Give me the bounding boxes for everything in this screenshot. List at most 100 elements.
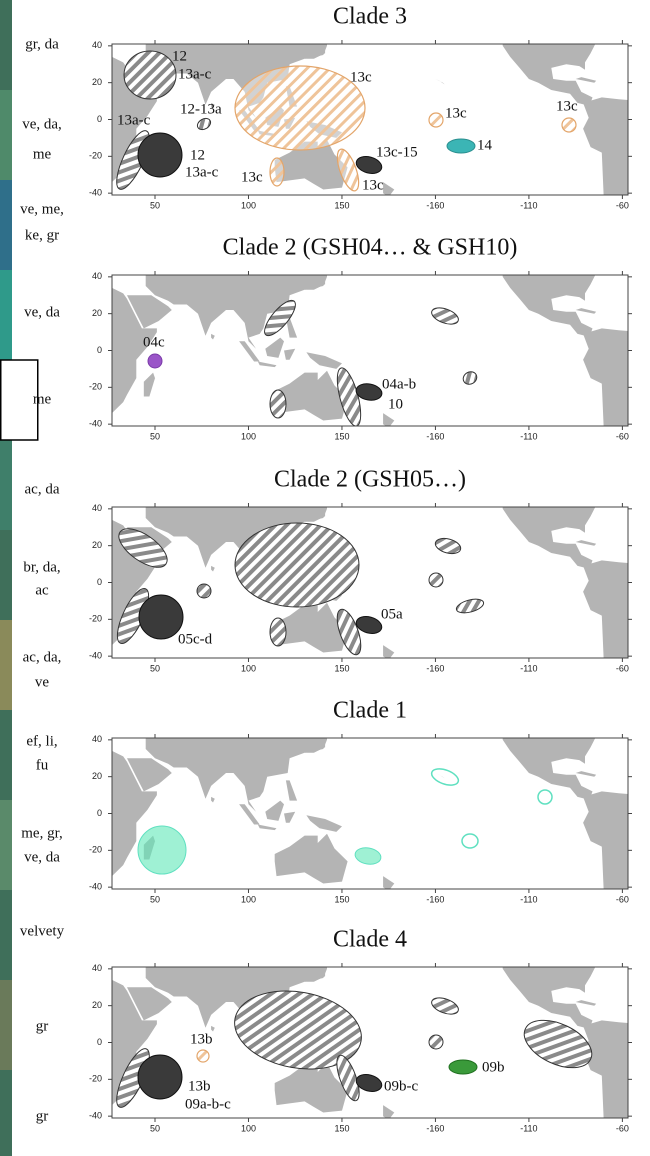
map-panel: Clade 2 (GSH04… & GSH10)50100150-160-110… — [89, 235, 641, 442]
x-tick-label: -160 — [426, 1123, 444, 1133]
panel-title: Clade 2 (GSH05…) — [274, 467, 466, 493]
y-tick-label: -40 — [89, 651, 102, 661]
clade-label: 13c — [241, 169, 263, 185]
y-tick-label: -40 — [89, 188, 102, 198]
y-tick-label: 40 — [92, 271, 102, 281]
side-label: ve — [35, 674, 50, 690]
range-ellipse — [270, 390, 286, 418]
y-tick-label: 0 — [97, 577, 102, 587]
x-tick-label: -110 — [520, 663, 537, 673]
side-label: ac — [35, 582, 49, 598]
clade-label: 10 — [388, 396, 403, 412]
thumbnail-strip — [0, 0, 38, 1156]
clade-label: 13b — [190, 1031, 213, 1047]
clade-label: 13c — [445, 105, 467, 121]
range-ellipse — [139, 595, 183, 639]
y-tick-label: 0 — [97, 808, 102, 818]
x-tick-label: -160 — [426, 663, 444, 673]
x-tick-label: 100 — [241, 663, 256, 673]
clade-label: 13b — [188, 1078, 211, 1094]
clade-label: 13c — [350, 69, 372, 85]
y-tick-label: 20 — [92, 308, 102, 318]
side-label: velvety — [20, 923, 65, 939]
range-ellipse — [447, 139, 475, 153]
x-tick-label: -60 — [616, 431, 629, 441]
y-tick-label: 0 — [97, 1037, 102, 1047]
side-label: ac, da — [25, 481, 60, 497]
land — [333, 426, 339, 430]
range-ellipse — [429, 573, 443, 587]
side-label: ac, da, — [23, 649, 62, 665]
clade-label: 13a-c — [117, 112, 151, 128]
range-ellipse — [138, 826, 186, 874]
y-tick-label: 0 — [97, 114, 102, 124]
range-ellipse — [462, 834, 478, 848]
y-tick-label: 0 — [97, 345, 102, 355]
range-ellipse — [197, 584, 211, 598]
side-label: ke, gr — [25, 227, 59, 243]
x-tick-label: 150 — [334, 431, 349, 441]
clade-label: 05c-d — [178, 631, 213, 647]
clade-label: 13c — [556, 98, 578, 114]
x-tick-label: -60 — [616, 663, 629, 673]
map-panel: Clade 2 (GSH05…) 50 100 150 -160 -110 -60 40 20 0… — [89, 467, 641, 674]
side-label: fu — [36, 757, 49, 773]
y-tick-label: -20 — [89, 614, 102, 624]
panel-title: Clade 1 — [333, 698, 407, 724]
panel-title: Clade 2 (GSH04… & GSH10) — [223, 235, 518, 261]
clade-label: 12 — [172, 48, 187, 64]
land — [333, 889, 339, 893]
map-area — [99, 965, 641, 1121]
y-tick-label: 40 — [92, 40, 102, 50]
clade-label: 09a-b-c — [185, 1096, 231, 1112]
x-tick-label: -60 — [616, 200, 629, 210]
y-tick-label: -40 — [89, 419, 102, 429]
x-tick-label: 100 — [241, 431, 256, 441]
figure: Clade 350100150-160-110-6040200-20-40121… — [0, 0, 650, 1156]
x-tick-label: 100 — [241, 200, 256, 210]
map-area — [99, 273, 641, 430]
x-tick-label: 150 — [334, 894, 349, 904]
side-label: me, gr, — [21, 825, 62, 841]
x-tick-label: 150 — [334, 663, 349, 673]
clade-label: 05a — [381, 606, 403, 622]
x-tick-label: 50 — [150, 894, 160, 904]
range-ellipse — [538, 790, 552, 804]
clade-label: 12 — [190, 147, 205, 163]
range-ellipse — [235, 523, 359, 607]
clade-label: 09b-c — [384, 1078, 418, 1094]
x-tick-label: 150 — [334, 1123, 349, 1133]
side-label: gr — [36, 1018, 49, 1034]
y-tick-label: -20 — [89, 845, 102, 855]
clade-label: 13c — [362, 177, 384, 193]
side-label: ve, da — [24, 304, 60, 320]
x-tick-label: 100 — [241, 1123, 256, 1133]
x-tick-label: -160 — [426, 894, 444, 904]
x-tick-label: 100 — [241, 894, 256, 904]
side-label: gr — [36, 1108, 49, 1124]
range-ellipse — [138, 1055, 182, 1099]
range-ellipse — [429, 113, 443, 127]
map-panel: Clade 350100150-160-110-6040200-20-40121… — [89, 4, 641, 211]
range-ellipse — [197, 1050, 209, 1062]
clade-label: 04a-b — [382, 376, 416, 392]
land — [333, 195, 339, 199]
y-tick-label: 20 — [92, 540, 102, 550]
side-label: ve, da — [24, 849, 60, 865]
y-tick-label: 20 — [92, 77, 102, 87]
x-tick-label: 50 — [150, 663, 160, 673]
y-tick-label: 40 — [92, 503, 102, 513]
y-tick-label: 20 — [92, 1000, 102, 1010]
range-ellipse — [270, 618, 286, 646]
range-ellipse — [270, 158, 284, 186]
y-tick-label: 20 — [92, 771, 102, 781]
panel-title: Clade 3 — [333, 4, 407, 30]
x-tick-label: 50 — [150, 431, 160, 441]
x-tick-label: -110 — [520, 431, 537, 441]
range-ellipse — [148, 354, 162, 368]
clade-label: 13a-c — [185, 164, 219, 180]
x-tick-label: -60 — [616, 894, 629, 904]
map-area — [99, 736, 641, 893]
x-tick-label: -110 — [520, 200, 537, 210]
